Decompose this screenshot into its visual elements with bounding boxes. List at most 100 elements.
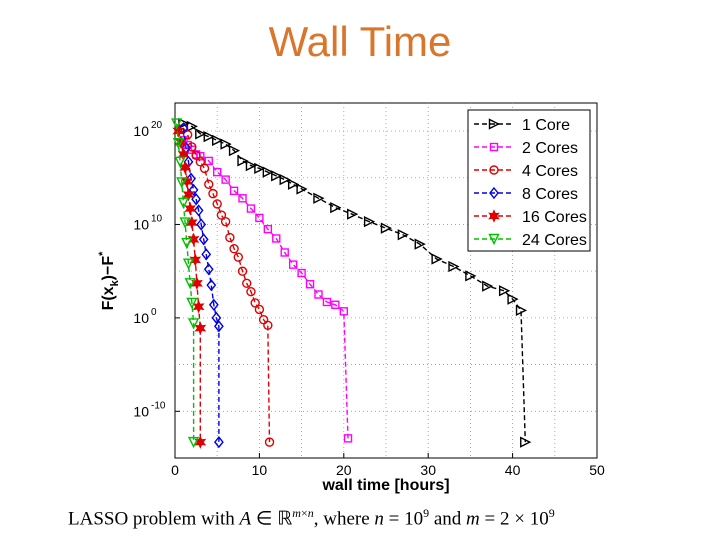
data-point (280, 248, 289, 257)
data-point (182, 258, 195, 270)
data-point (191, 150, 201, 161)
data-point (246, 204, 256, 213)
data-point (177, 197, 190, 210)
data-point (264, 437, 275, 447)
data-point (199, 163, 210, 174)
data-point (195, 128, 207, 140)
legend-marker (489, 142, 499, 152)
x-tick-label: 50 (589, 462, 605, 478)
caption-exp2: 9 (548, 506, 555, 520)
data-point (380, 222, 393, 234)
y-tick-exponent: 20 (151, 120, 163, 131)
data-point (201, 248, 212, 261)
data-point (229, 244, 239, 254)
legend-label: 4 Cores (522, 163, 578, 180)
data-point (448, 260, 460, 273)
series-layer (171, 117, 532, 449)
data-point (203, 263, 214, 276)
series-4-cores (178, 123, 275, 447)
data-point (212, 199, 222, 209)
data-point (194, 321, 207, 335)
data-point (179, 217, 191, 229)
data-point (181, 237, 193, 250)
legend: 1 Core 2 Cores 4 Cores 8 Cores 16 Cores 24 Co… (467, 109, 591, 252)
data-point (520, 436, 532, 448)
data-point (171, 118, 183, 130)
data-point (263, 224, 273, 234)
data-point (216, 210, 227, 220)
legend-marker (489, 186, 499, 200)
data-point (507, 293, 519, 305)
y-tick-exponent: 0 (151, 307, 157, 318)
data-point (204, 156, 213, 166)
data-point (221, 175, 230, 184)
data-point (184, 278, 196, 290)
data-point (186, 297, 198, 309)
data-point (339, 307, 348, 316)
data-point (213, 320, 224, 333)
data-point (272, 234, 281, 243)
legend-box (467, 109, 591, 252)
x-tick-label: 10 (252, 462, 268, 478)
legend-label: 1 Core (522, 117, 570, 134)
slide-title: Wall Time (268, 18, 452, 65)
data-point (204, 179, 214, 189)
data-point (314, 290, 323, 299)
data-point (482, 280, 494, 292)
data-point (250, 298, 260, 308)
data-point (238, 194, 247, 203)
series-24-cores (171, 118, 200, 449)
data-point (296, 183, 308, 195)
y-axis-label-part: F(x (100, 286, 117, 310)
data-point (191, 276, 203, 291)
caption-eq2: = 2 × 10 (479, 508, 549, 530)
data-point (208, 188, 218, 199)
legend-label: 2 Cores (522, 140, 578, 157)
data-point (212, 167, 222, 177)
data-point (187, 436, 200, 449)
data-point (347, 208, 359, 220)
legend-label: 8 Cores (522, 186, 578, 203)
data-point (242, 278, 252, 289)
caption-m-var: m (466, 508, 480, 530)
data-point (279, 173, 291, 186)
caption-and: and (429, 508, 467, 530)
y-axis-label: F(xk)−F* (97, 251, 121, 311)
data-point (254, 304, 265, 315)
data-point (465, 270, 477, 282)
caption-exp1: 9 (423, 506, 430, 520)
data-point (246, 287, 256, 297)
data-point (322, 297, 332, 307)
data-point (187, 318, 200, 330)
caption-times: × (300, 506, 308, 520)
y-tick-label: 10 (133, 403, 149, 419)
data-point (178, 122, 189, 135)
y-tick-label: 10 (133, 310, 149, 326)
data-point (288, 260, 298, 269)
x-axis-ticks: 0 10 20 30 40 50 (171, 453, 605, 478)
data-point (187, 142, 197, 152)
data-point (237, 155, 249, 167)
data-point (431, 253, 443, 265)
data-point (211, 311, 222, 324)
data-point (180, 174, 193, 189)
data-point (297, 268, 306, 278)
data-point (228, 145, 241, 157)
y-tick-label: 10 (133, 216, 149, 232)
data-point (287, 178, 300, 190)
data-point (198, 233, 209, 246)
data-point (184, 201, 197, 216)
series-1-core (178, 117, 532, 448)
x-tick-label: 0 (171, 462, 179, 478)
data-point (229, 186, 239, 196)
data-point (193, 204, 204, 217)
data-point (330, 201, 342, 214)
data-point (206, 279, 217, 292)
data-point (262, 166, 274, 178)
caption-reals: ℝ (277, 508, 293, 530)
caption-matrix-a: A (239, 508, 252, 530)
data-point (363, 216, 376, 228)
series-line (176, 123, 195, 443)
